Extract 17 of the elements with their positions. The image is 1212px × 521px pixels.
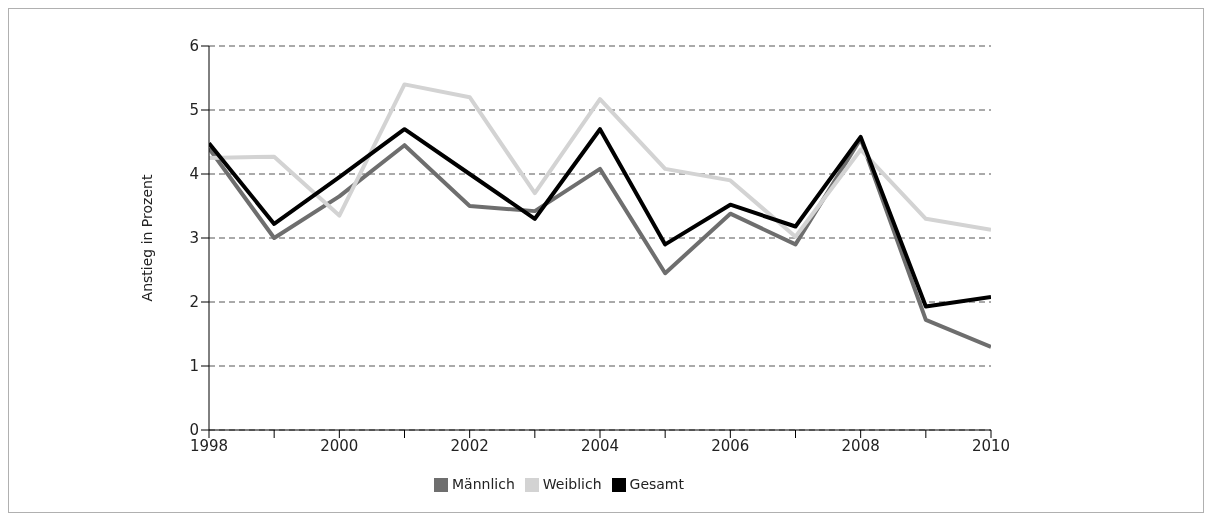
y-tick-label: 4 — [189, 165, 199, 184]
y-tick-label: 2 — [189, 293, 199, 312]
x-tick-label: 2004 — [580, 436, 620, 455]
x-tick-label: 2000 — [320, 436, 359, 455]
y-tick-label: 1 — [189, 357, 199, 376]
line-series — [209, 82, 991, 239]
legend-label: Männlich — [452, 476, 515, 492]
x-tick-label: 2008 — [841, 436, 880, 455]
legend-label: Gesamt — [629, 476, 684, 492]
y-tick-label: 6 — [189, 37, 199, 56]
x-tick-label: 2010 — [971, 436, 1011, 455]
y-tick-label: 3 — [189, 229, 199, 248]
legend-label: Weiblich — [542, 476, 602, 492]
y-tick-label: 5 — [189, 101, 199, 120]
x-tick-label: 2002 — [450, 436, 489, 455]
x-tick-label: 2006 — [711, 436, 750, 455]
y-axis-title: Anstieg in Prozent — [138, 174, 155, 302]
